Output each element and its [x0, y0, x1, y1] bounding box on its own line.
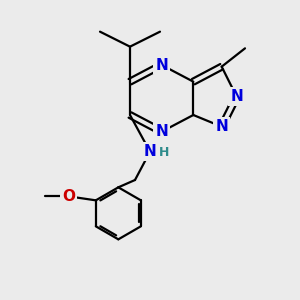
Text: H: H	[159, 146, 169, 159]
Text: N: N	[144, 144, 156, 159]
Text: N: N	[215, 119, 228, 134]
Text: N: N	[155, 124, 168, 139]
Text: O: O	[62, 189, 75, 204]
Text: N: N	[155, 58, 168, 73]
Text: N: N	[230, 89, 243, 104]
